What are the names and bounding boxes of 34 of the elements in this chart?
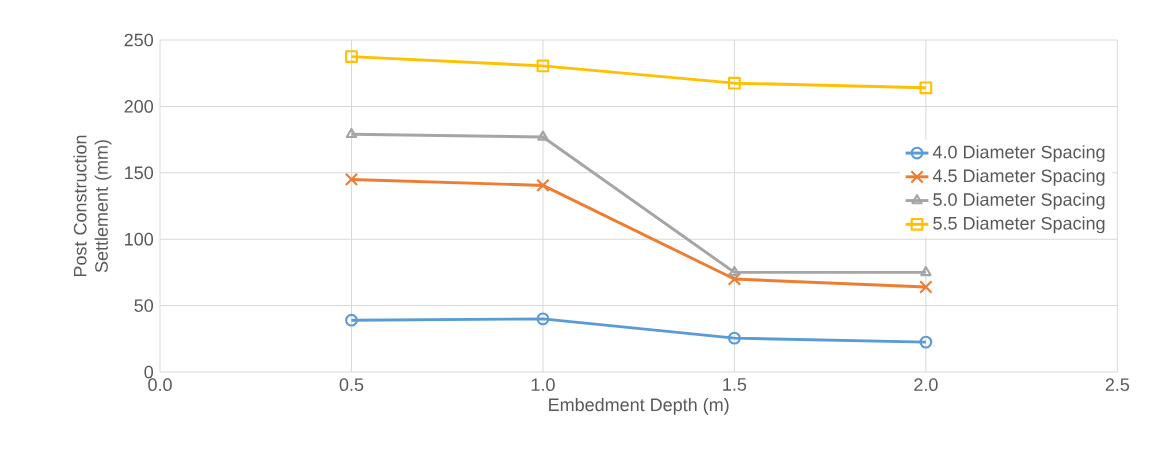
y-tick-label: 150: [125, 166, 154, 180]
point: [344, 172, 359, 187]
x-tick-label: 2.5: [1105, 378, 1130, 391]
point: [727, 272, 742, 286]
point: [345, 50, 358, 64]
point: [919, 335, 933, 349]
point: [345, 127, 358, 139]
x-tick-label: 1.5: [723, 378, 747, 391]
y-axis-title: Post Construction Settlement (mm): [73, 135, 112, 277]
y-tick-label: 0: [144, 365, 154, 379]
point: [728, 266, 741, 277]
y-tick-label: 200: [124, 100, 154, 113]
point: [345, 313, 358, 327]
point: [536, 178, 550, 193]
x-tick-label: 0.0: [148, 378, 172, 391]
point: [728, 331, 741, 345]
point: [920, 266, 932, 277]
y-tick-label: 250: [124, 33, 154, 47]
point: [919, 81, 933, 95]
point: [537, 130, 549, 141]
point: [728, 76, 741, 90]
point: [919, 280, 933, 294]
point: [536, 59, 550, 73]
point: [536, 312, 550, 326]
legend-label: 5.5 Diameter Spacing: [933, 216, 1105, 234]
legend-label: 5.0 Diameter Spacing: [933, 192, 1105, 210]
y-tick-label: 100: [125, 232, 154, 246]
legend-label: 4.0 Diameter Spacing: [932, 145, 1105, 162]
x-tick-label: 2.0: [914, 378, 938, 391]
y-tick-label: 50: [134, 299, 154, 312]
x-axis-title: Embedment Depth (m): [549, 397, 729, 415]
x-tick-label: 1.0: [531, 378, 555, 391]
x-tick-label: 0.5: [339, 378, 364, 391]
legend-label: 4.5 Diameter Spacing: [932, 168, 1105, 186]
